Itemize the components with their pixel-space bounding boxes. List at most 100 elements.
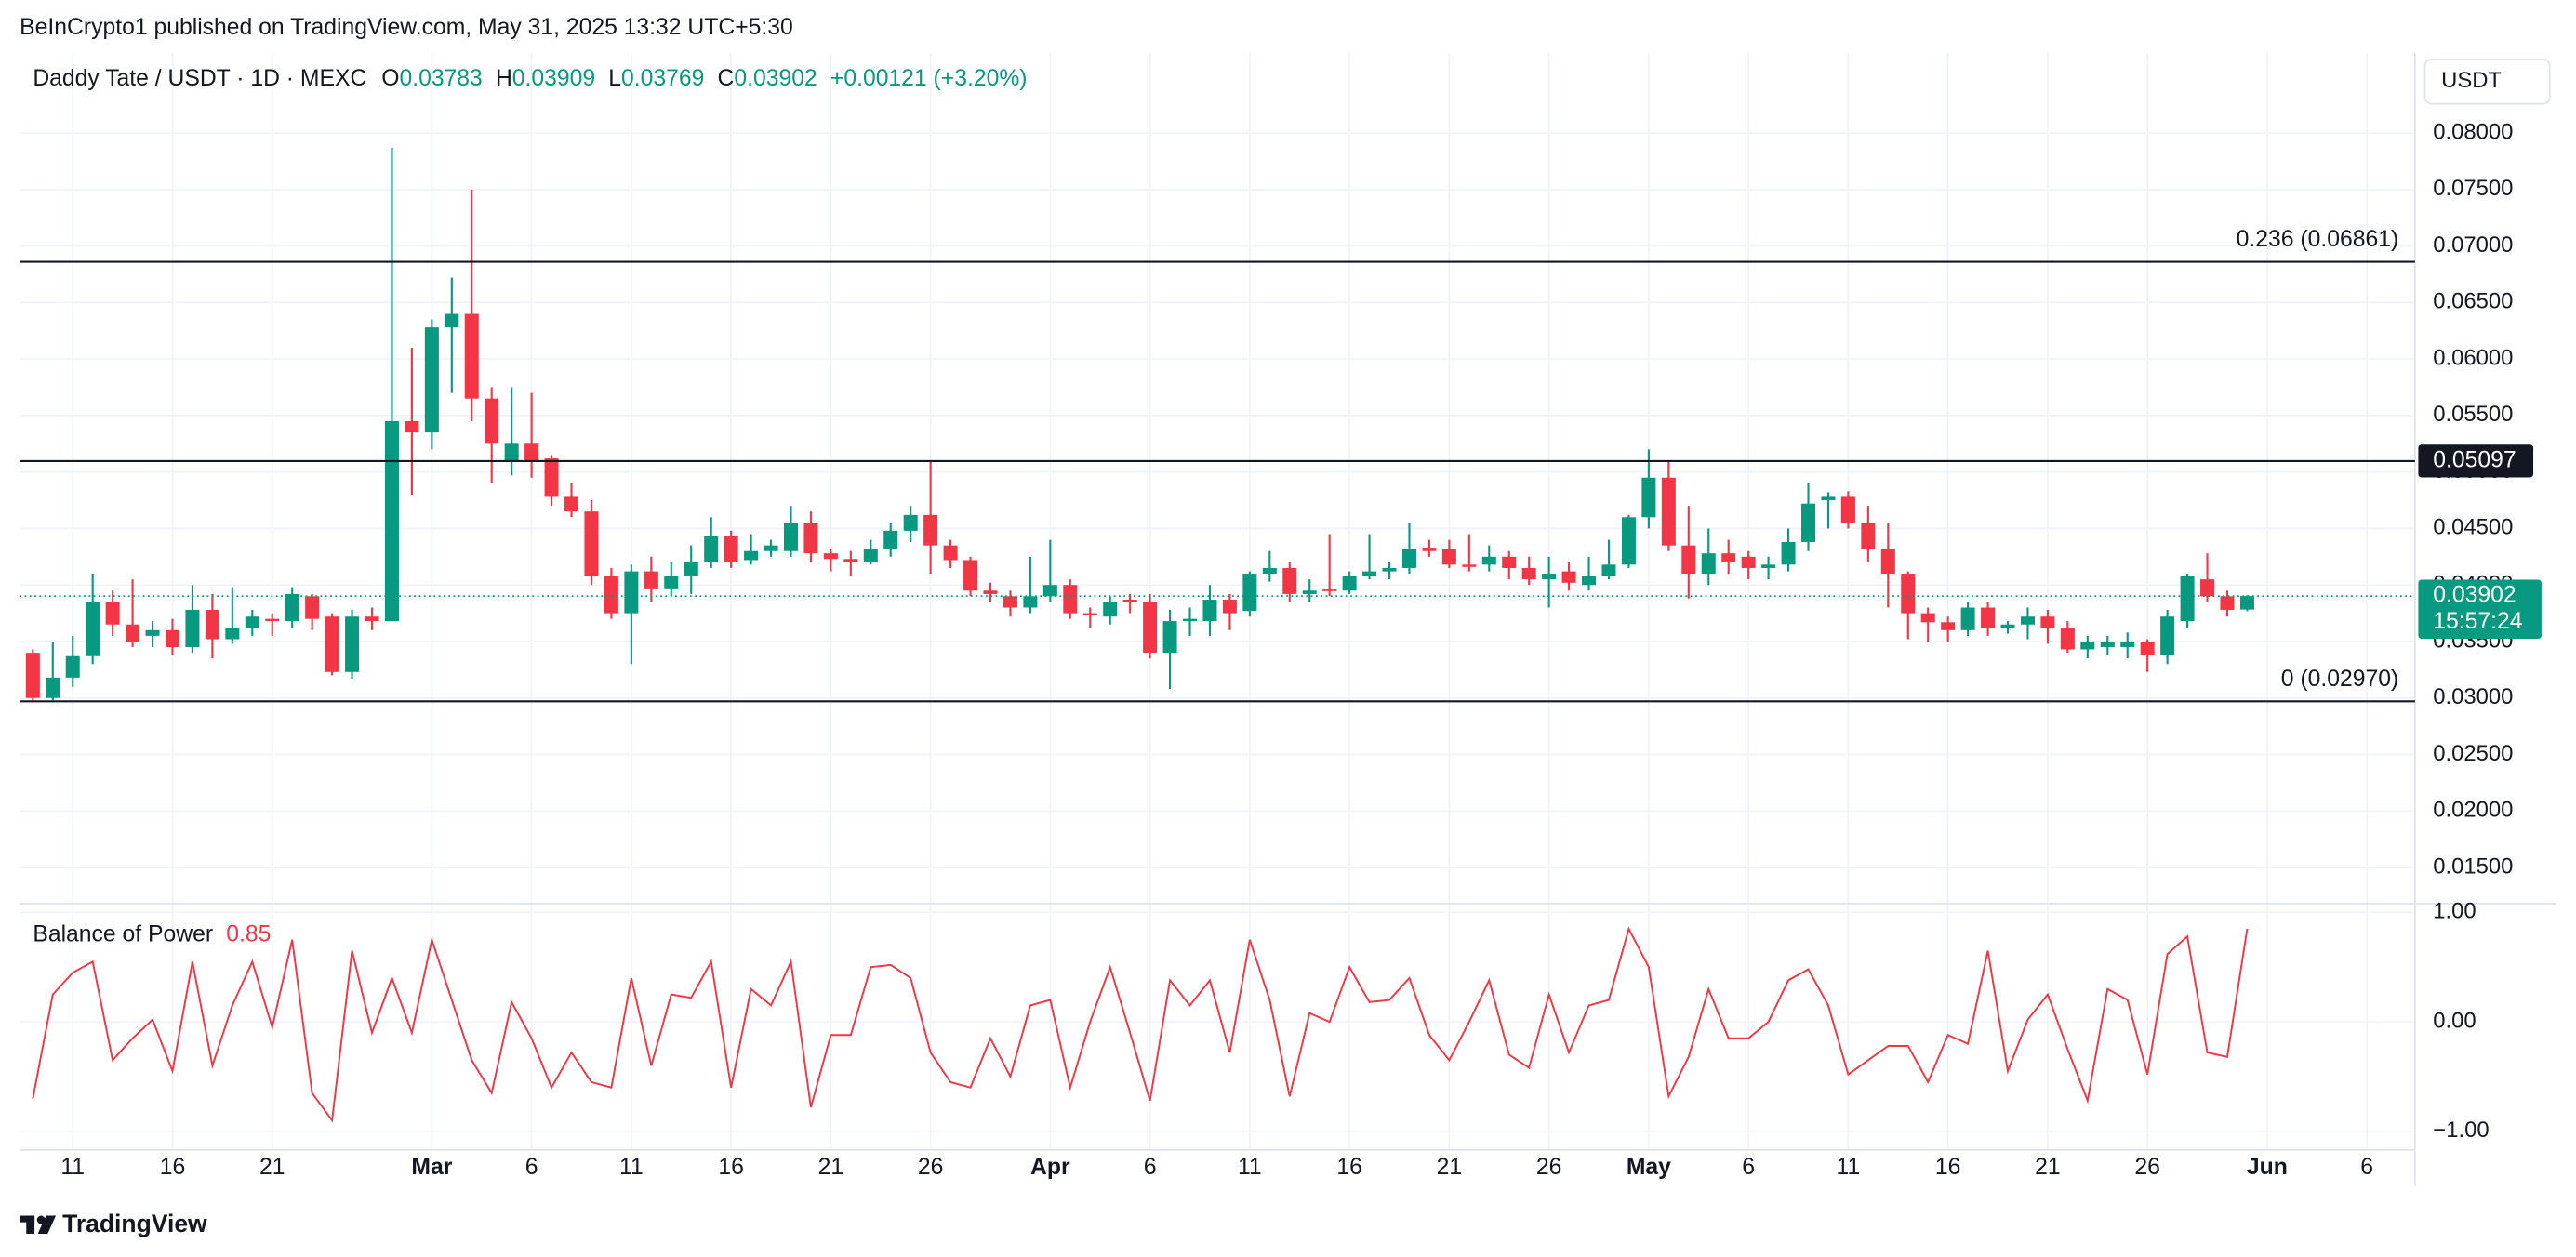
- candle-body: [863, 549, 878, 562]
- candle-body: [1003, 596, 1017, 608]
- x-tick-label: Jun: [2247, 1155, 2288, 1180]
- candle-body: [823, 553, 838, 560]
- candle-body: [105, 602, 120, 625]
- candle-body: [165, 629, 179, 648]
- x-tick-label: 6: [1742, 1155, 1755, 1180]
- candle-body: [485, 398, 499, 444]
- y-tick-label: 0.04500: [2433, 515, 2513, 540]
- candle-body: [1641, 477, 1656, 518]
- candle-body: [1462, 564, 1477, 567]
- candle-body: [1063, 585, 1078, 614]
- candle-body: [2000, 624, 2015, 628]
- candle-body: [1302, 590, 1317, 594]
- y-tick-label: 0.07500: [2433, 176, 2513, 201]
- candle-body: [305, 596, 320, 619]
- candle-body: [245, 616, 259, 628]
- candle-body: [1880, 549, 1895, 575]
- symbol-title: Daddy Tate / USDT · 1D · MEXC: [33, 66, 366, 91]
- candle-body: [923, 514, 938, 546]
- candle-body: [504, 443, 519, 461]
- candle-body: [644, 571, 658, 589]
- publish-note: BeInCrypto1 published on TradingView.com…: [20, 15, 793, 40]
- brand-logo: [20, 1215, 57, 1234]
- candle-body: [1422, 548, 1437, 551]
- candle-body: [943, 545, 958, 561]
- candle-body: [2080, 641, 2095, 650]
- level-price-box: [2418, 444, 2534, 478]
- symbol-legend: Daddy Tate / USDT · 1D · MEXC O0.03783 H0.…: [33, 66, 1027, 91]
- candle-body: [1322, 589, 1337, 591]
- candle-body: [1582, 576, 1597, 586]
- candle-body: [65, 655, 80, 678]
- candle-body: [744, 550, 759, 561]
- candle-body: [624, 571, 639, 614]
- y-tick-label: 0.05500: [2433, 402, 2513, 427]
- candle-body: [883, 530, 898, 549]
- x-tick-label: 26: [1536, 1155, 1562, 1180]
- candle-body: [2239, 596, 2254, 610]
- x-tick-label: 26: [918, 1155, 943, 1180]
- candle-body: [664, 576, 679, 589]
- x-tick-label: 16: [718, 1155, 744, 1180]
- level-price-label: 0.05097: [2433, 447, 2516, 472]
- candle-body: [1542, 574, 1557, 580]
- candle-body: [1920, 613, 1935, 623]
- indicator-legend: Balance of Power 0.85: [33, 921, 271, 946]
- currency-button[interactable]: [2423, 58, 2551, 105]
- level-label: 0.236 (0.06861): [2237, 227, 2399, 252]
- x-tick-label: 16: [1336, 1155, 1361, 1180]
- candle-body: [983, 590, 998, 594]
- candle-body: [1821, 496, 1836, 501]
- candle-body: [1162, 621, 1177, 654]
- x-tick-label: May: [1627, 1155, 1671, 1180]
- candle-body: [1183, 618, 1198, 622]
- bop-line: [32, 926, 2249, 1123]
- y-tick-label: 0.01500: [2433, 853, 2513, 879]
- bop-plot: [32, 926, 2249, 1123]
- candle-body: [405, 420, 419, 433]
- candle-body: [704, 536, 719, 562]
- ohlc-key: H: [496, 66, 512, 91]
- x-tick-label: 21: [818, 1155, 843, 1180]
- candle-body: [1521, 567, 1536, 580]
- x-tick-label: 11: [619, 1155, 644, 1180]
- x-tick-label: 11: [1238, 1155, 1262, 1180]
- indicator-title: Balance of Power: [33, 921, 213, 946]
- ohlc-value: 0.03783: [399, 66, 482, 91]
- candle-body: [1122, 599, 1137, 602]
- candle-body: [46, 677, 60, 698]
- candle-body: [2120, 641, 2135, 648]
- y-tick-label: 0.03000: [2433, 684, 2513, 709]
- logo-shape: [26, 1215, 35, 1234]
- x-tick-label: Apr: [1030, 1155, 1070, 1180]
- ohlc-key: C: [718, 66, 735, 91]
- candle-body: [764, 545, 778, 551]
- candle-body: [1382, 567, 1397, 572]
- candle-body: [445, 313, 459, 328]
- ohlc-value: 0.03769: [621, 66, 704, 91]
- currency-label[interactable]: USDT: [2441, 68, 2502, 93]
- ohlc-key: O: [381, 66, 399, 91]
- candle-body: [25, 653, 40, 698]
- x-tick-label: 21: [259, 1155, 285, 1180]
- candle-body: [126, 624, 140, 642]
- brand-name: TradingView: [62, 1210, 207, 1237]
- candle-body: [1840, 496, 1855, 523]
- candle-body: [903, 514, 918, 531]
- logo-shape: [36, 1215, 46, 1224]
- x-tick-label: 11: [60, 1155, 85, 1180]
- candle-body: [1661, 477, 1676, 546]
- x-tick-label: Mar: [411, 1155, 452, 1180]
- ohlc-value: 0.03909: [512, 66, 595, 91]
- indicator-value: 0.85: [226, 921, 271, 946]
- candle-body: [2060, 628, 2075, 650]
- candle-body: [1242, 574, 1257, 612]
- candle-body: [2020, 616, 2035, 625]
- candle-body: [1981, 607, 1996, 628]
- candle-body: [604, 576, 618, 614]
- candle-body: [365, 616, 379, 622]
- x-tick-label: 26: [2134, 1155, 2160, 1180]
- candle-body: [724, 536, 738, 562]
